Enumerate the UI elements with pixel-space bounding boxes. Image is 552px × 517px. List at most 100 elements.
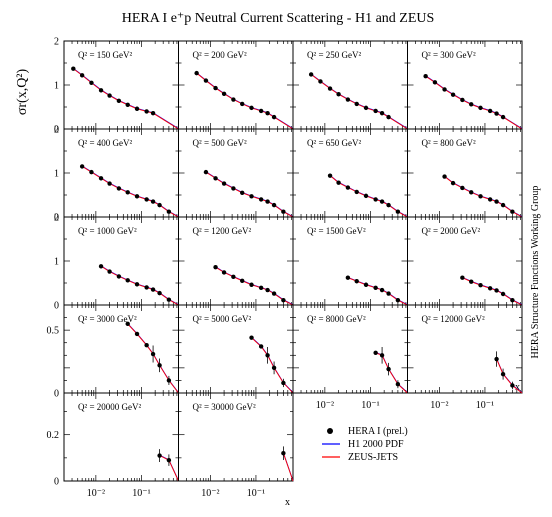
y-tick-label: 0	[54, 125, 59, 136]
curve-zeus	[329, 175, 408, 218]
data-point	[354, 279, 359, 284]
data-point	[258, 197, 264, 202]
data-point	[144, 285, 149, 290]
data-point	[281, 297, 286, 303]
x-tick-label: 10⁻²	[316, 400, 334, 411]
data-point	[265, 287, 270, 293]
x-tick-label: 10⁻²	[87, 488, 105, 499]
panel-label: Q² = 3000 GeV²	[78, 314, 137, 324]
data-point	[386, 291, 391, 296]
data-point	[166, 297, 172, 302]
data-point	[442, 87, 447, 92]
data-point	[327, 86, 333, 91]
data-point	[221, 181, 227, 186]
data-point	[500, 202, 506, 208]
legend-marker-data	[327, 428, 333, 434]
data-point	[194, 70, 199, 76]
data-point	[386, 114, 391, 120]
data-point	[327, 173, 333, 178]
data-point	[494, 199, 499, 204]
data-point	[157, 202, 162, 208]
data-point	[345, 275, 351, 280]
data-point	[150, 110, 156, 116]
y-tick-label: 0	[54, 301, 59, 312]
data-point	[363, 282, 369, 287]
x-tick-label: 10⁻²	[430, 400, 448, 411]
data-point	[510, 383, 515, 388]
x-axis-label: x	[515, 382, 520, 393]
panel-frame	[407, 304, 523, 394]
data-point	[125, 190, 130, 195]
data-point	[134, 194, 140, 199]
y-tick-label: 0	[54, 213, 59, 224]
y-axis-label: σr(x,Q²)	[15, 68, 30, 115]
data-point	[157, 453, 162, 458]
data-point	[281, 451, 286, 456]
panel-label: Q² = 12000 GeV²	[422, 314, 486, 324]
data-point	[116, 98, 122, 104]
panel-label: Q² = 400 GeV²	[78, 138, 133, 148]
data-point	[71, 66, 76, 71]
curve-zeus	[444, 176, 523, 218]
data-point	[510, 297, 515, 303]
data-point	[98, 176, 104, 181]
data-point	[150, 351, 156, 357]
data-point	[442, 174, 447, 179]
data-point	[231, 274, 236, 280]
data-point	[281, 380, 286, 386]
data-point	[478, 194, 483, 199]
side-label: HERA Structure Functions Working Group	[530, 186, 541, 359]
curve-zeus	[425, 75, 523, 130]
data-point	[386, 366, 391, 372]
data-point	[144, 109, 149, 114]
data-point	[432, 80, 438, 85]
legend: HERA I (prel.) H1 2000 PDF ZEUS-JETS	[322, 426, 408, 463]
data-point	[157, 363, 162, 368]
data-point	[345, 97, 351, 102]
data-point	[345, 185, 351, 190]
data-point	[134, 331, 140, 337]
data-point	[460, 97, 465, 103]
curve-zeus	[496, 358, 523, 394]
data-point	[213, 176, 218, 181]
data-point	[308, 72, 314, 77]
data-point	[354, 189, 359, 195]
data-point	[395, 297, 401, 303]
data-point	[144, 197, 149, 202]
y-tick-label: 0.5	[47, 326, 60, 337]
data-point	[469, 190, 474, 195]
y-tick-label: 1	[54, 169, 59, 180]
chart-title: HERA I e⁺p Neutral Current Scattering - …	[122, 11, 435, 26]
data-point	[166, 378, 172, 383]
data-point	[336, 92, 341, 97]
data-point	[231, 97, 236, 102]
data-point	[373, 197, 378, 202]
data-point	[271, 291, 277, 296]
data-point	[221, 91, 227, 97]
data-point	[231, 186, 236, 191]
data-point	[107, 93, 112, 98]
data-point	[157, 290, 162, 296]
data-point	[487, 197, 493, 202]
data-point	[249, 105, 254, 111]
x-tick-label: 10⁻¹	[247, 488, 265, 499]
panel-label: Q² = 8000 GeV²	[307, 314, 366, 324]
data-point	[98, 88, 104, 93]
curve-h1	[81, 165, 179, 217]
data-point	[203, 169, 209, 175]
data-point	[494, 111, 499, 116]
data-point	[281, 209, 286, 214]
y-tick-label: 0	[54, 389, 59, 400]
data-point	[116, 274, 122, 279]
panel-label: Q² = 150 GeV²	[78, 50, 133, 60]
panel-grid: Q² = 150 GeV² 0 1 2 Q² = 200 GeV² Q² = 250 Ge…	[47, 37, 523, 499]
curve-zeus	[251, 337, 294, 394]
panel-label: Q² = 5000 GeV²	[193, 314, 252, 324]
legend-label-h1: H1 2000 PDF	[348, 439, 404, 450]
data-point	[469, 279, 474, 284]
data-point	[373, 350, 378, 355]
curve-zeus	[282, 453, 294, 482]
data-point	[487, 286, 493, 291]
panel-label: Q² = 650 GeV²	[307, 138, 362, 148]
